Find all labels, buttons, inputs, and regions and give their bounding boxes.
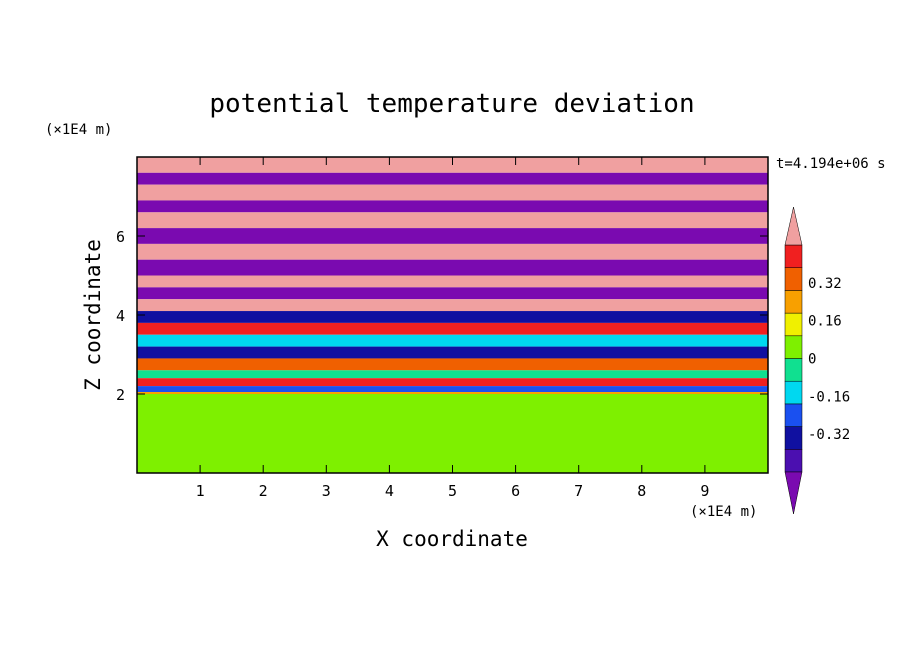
x-tick-label: 1 [196,482,205,500]
x-tick-label: 7 [574,482,583,500]
contour-field [137,157,768,473]
field-layer [137,184,768,201]
x-unit-label: (×1E4 m) [690,504,757,520]
y-unit-label: (×1E4 m) [45,122,112,138]
field-layer [137,259,768,276]
field-layer [137,200,768,213]
field-layer [137,334,768,347]
colorbar-label: 0.32 [808,276,842,292]
field-layer [137,212,768,229]
colorbar-arrow-bottom [784,471,803,515]
colorbar-box [784,290,803,314]
colorbar-box [784,380,803,405]
colorbar-box [784,267,803,291]
y-axis: 2 4 6 [116,228,768,404]
colorbar-box [784,449,803,473]
x-tick-label: 4 [385,482,394,500]
field-layer [137,287,768,300]
y-tick-label: 4 [116,307,125,325]
time-label: t=4.194e+06 s [776,156,886,172]
colorbar-box [784,358,803,382]
colorbar-box [784,312,803,337]
colorbar-label: -0.16 [808,389,850,405]
x-tick-label: 3 [322,482,331,500]
colorbar-box [784,403,803,427]
y-axis-label: Z coordinate [81,239,105,391]
colorbar-label: 0.16 [808,314,842,330]
y-tick-label: 6 [116,228,125,246]
colorbar-label: 0 [808,352,816,368]
field-layer [137,346,768,359]
x-tick-label: 2 [259,482,268,500]
field-layer [137,370,768,379]
field-layer [137,358,768,371]
colorbar-box [784,244,803,268]
field-layer [137,378,768,387]
colorbar-box [784,335,803,359]
field-layer [137,172,768,185]
chart-title: potential temperature deviation [209,89,694,119]
field-layer [137,243,768,260]
colorbar: 0.32 0.16 0 -0.16 -0.32 [784,206,850,515]
colorbar-label: -0.32 [808,427,850,443]
x-tick-label: 6 [511,482,520,500]
field-layer [137,386,768,393]
field-layer [137,228,768,244]
colorbar-arrow-top [784,206,803,246]
field-layer [137,322,768,335]
field-layer [137,311,768,323]
x-tick-label: 5 [448,482,457,500]
y-tick-label: 2 [116,386,125,404]
field-layer [137,394,768,473]
field-layer [137,392,768,394]
colorbar-box [784,426,803,450]
x-axis: 1 2 3 4 5 6 7 8 9 [196,157,709,500]
x-tick-label: 8 [637,482,646,500]
field-layer [137,299,768,312]
x-axis-label: X coordinate [376,527,528,551]
x-tick-label: 9 [700,482,709,500]
field-layer [137,275,768,288]
